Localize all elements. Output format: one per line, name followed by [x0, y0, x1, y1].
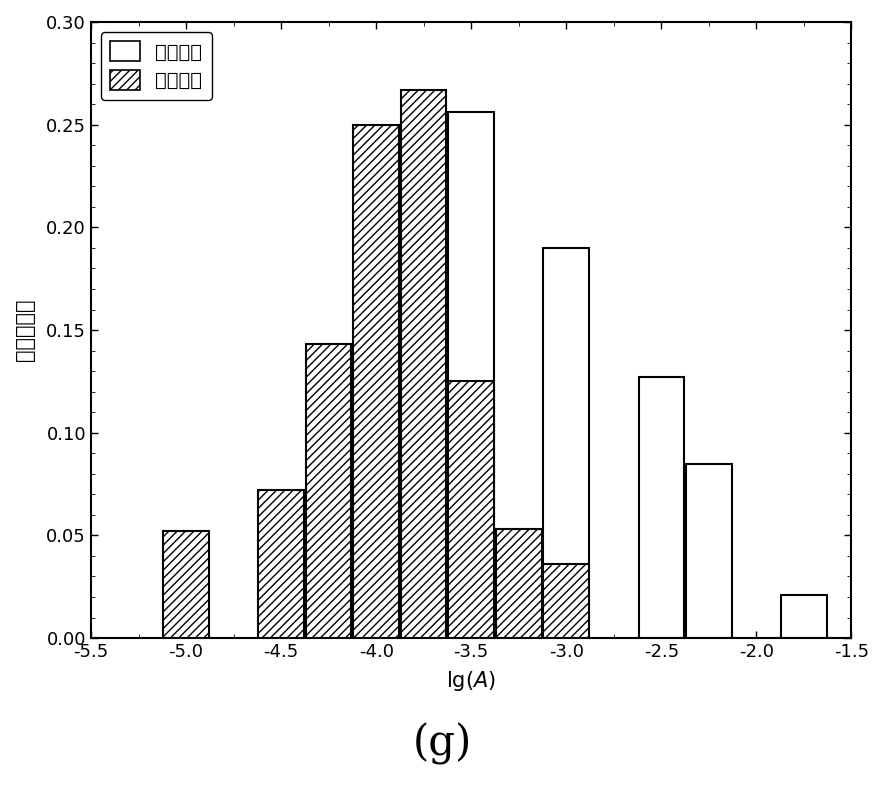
Bar	[781, 595, 827, 638]
Bar	[638, 377, 684, 638]
Text: (g): (g)	[412, 722, 472, 765]
Bar	[496, 530, 542, 638]
Bar	[400, 90, 446, 638]
Bar	[354, 124, 399, 638]
Bar	[686, 464, 732, 638]
Bar	[164, 531, 209, 638]
Bar	[258, 490, 304, 638]
X-axis label: lg($\it{A}$): lg($\it{A}$)	[446, 669, 496, 693]
Bar	[400, 201, 446, 638]
Legend: 爆破事件, 微震事件: 爆破事件, 微震事件	[101, 31, 212, 100]
Bar	[544, 248, 589, 638]
Y-axis label: 事件的频次: 事件的频次	[15, 299, 35, 361]
Bar	[544, 564, 589, 638]
Bar	[306, 345, 352, 638]
Bar	[354, 556, 399, 638]
Bar	[448, 382, 494, 638]
Bar	[448, 113, 494, 638]
